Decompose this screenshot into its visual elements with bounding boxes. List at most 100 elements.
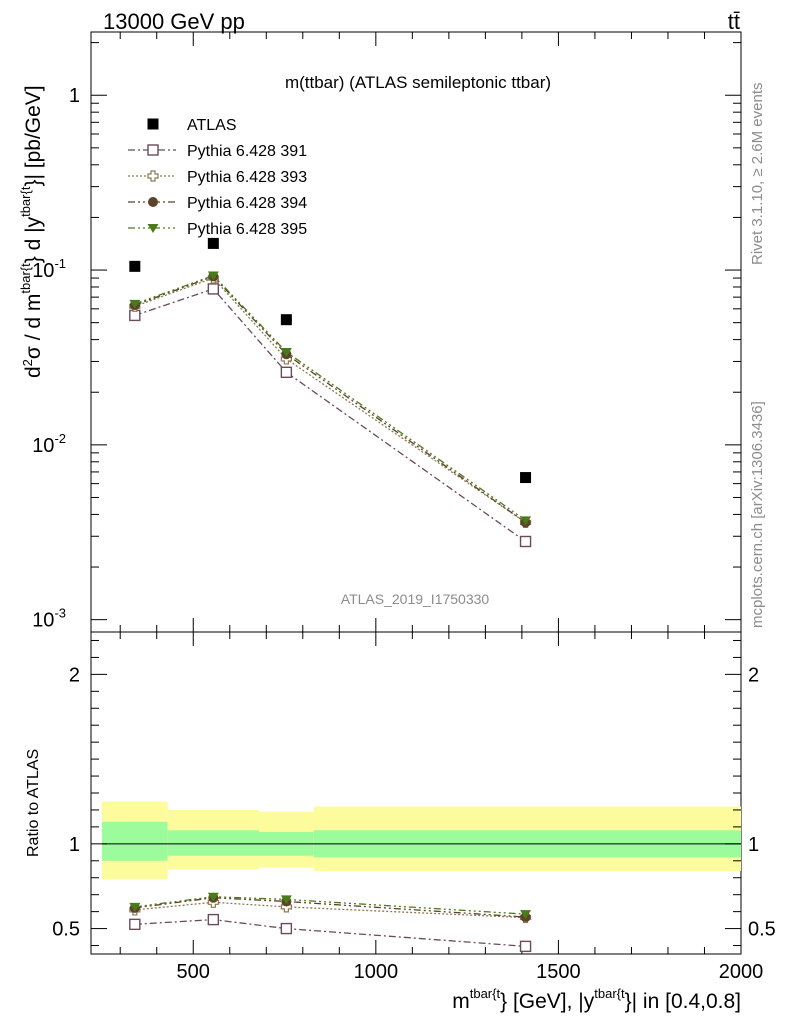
main-y-axis-label-d: d	[22, 366, 45, 378]
y-tick-label: 10-2	[32, 431, 66, 457]
data-point	[280, 347, 292, 357]
ratio-data-point	[129, 918, 141, 931]
series-3	[129, 271, 531, 528]
legend-marker	[147, 170, 159, 182]
data-point	[129, 299, 141, 309]
ratio-data-point	[519, 940, 532, 953]
main-y-axis-label: d2σ / d mtbar{t} d |ytbar{t}| [pb/GeV]	[18, 85, 45, 378]
ratio-data-point	[280, 922, 293, 935]
series-0	[129, 237, 532, 484]
y-tick-label-exponent: -1	[54, 256, 66, 271]
x-tick-label: 1000	[354, 961, 399, 983]
legend-marker	[147, 118, 159, 130]
main-y-axis-label-sup-y: tbar{t	[18, 186, 33, 217]
y-tick-label-exponent: -3	[54, 606, 66, 621]
ratio-series-group	[129, 892, 532, 953]
data-point	[207, 237, 219, 249]
x-axis-label-sup-m: tbar{t	[470, 986, 501, 1001]
ratio-uncertainty-bands	[101, 801, 741, 880]
data-point	[207, 271, 219, 281]
data-point	[207, 283, 220, 295]
legend-entry: Pythia 6.428 395	[128, 221, 307, 238]
series-2	[129, 272, 532, 529]
ratio-data-point	[129, 902, 141, 912]
ratio-y-tick-label-right: 0.5	[748, 919, 776, 941]
y-tick-label: 10-1	[32, 256, 66, 282]
x-axis-label-tail: }| in [0.4,0.8]	[625, 990, 741, 1013]
ratio-y-tick-label-left: 0.5	[52, 919, 80, 941]
data-point	[280, 314, 292, 326]
data-point	[520, 516, 532, 526]
main-y-axis-label-tail: }| [pb/GeV]	[22, 85, 45, 186]
ratio-data-point	[207, 892, 219, 902]
ratio-series-line	[134, 896, 526, 915]
ratio-band-inner	[101, 821, 168, 861]
ratio-band-inner	[167, 830, 259, 856]
legend-marker	[147, 224, 159, 233]
y-tick-label-exponent: -2	[54, 431, 66, 446]
main-series-group	[129, 237, 532, 548]
legend-marker	[148, 197, 158, 207]
legend-marker	[147, 144, 159, 156]
ratio-data-point	[207, 913, 220, 926]
ratio-series-line	[134, 897, 526, 918]
legend: ATLAS Pythia 6.428 391 Pythia 6.428 393 Pyt…	[128, 117, 307, 238]
ratio-y-tick-label-right: 2	[748, 664, 759, 686]
legend-entry: Pythia 6.428 394	[128, 195, 307, 212]
mcplots-label: mcplots.cern.ch [arXiv:1306.3436]	[749, 401, 766, 628]
ratio-series-2	[129, 892, 531, 923]
analysis-watermark: ATLAS_2019_I1750330	[341, 591, 490, 607]
x-axis-label-m: m	[452, 990, 470, 1013]
main-y-axis-label-mid: } d |y	[22, 216, 45, 263]
ratio-y-tick-label-left: 1	[69, 834, 80, 856]
legend-label: Pythia 6.428 391	[187, 143, 307, 160]
main-y-axis-label-sup-m: tbar{t	[18, 263, 33, 294]
legend-entry: Pythia 6.428 393	[128, 169, 307, 186]
legend-label: Pythia 6.428 395	[187, 221, 307, 238]
y-tick-label-base: 10	[32, 260, 54, 282]
legend-label: ATLAS	[187, 117, 237, 134]
series-line	[134, 275, 526, 523]
ratio-y-tick-label-right: 1	[748, 834, 759, 856]
energy-label: 13000 GeV pp	[103, 9, 245, 34]
y-tick-label: 10-3	[32, 606, 66, 632]
ratio-axis-ticks: 500 1000 1500 2000 0.5 0.5 1 1 2 2	[52, 632, 776, 983]
legend-label: Pythia 6.428 394	[187, 195, 307, 212]
legend-label: Pythia 6.428 393	[187, 169, 307, 186]
data-point	[520, 472, 532, 484]
data-point	[519, 535, 532, 548]
x-tick-label: 500	[177, 961, 210, 983]
series-1	[129, 283, 532, 548]
series-4	[129, 271, 532, 526]
series-line	[134, 274, 526, 521]
x-axis-label-sup-y: tbar{t	[594, 986, 625, 1001]
legend-entry: Pythia 6.428 391	[128, 143, 307, 160]
ratio-series-3	[129, 892, 532, 920]
y-tick-label-base: 10	[32, 610, 54, 632]
ratio-plot-frame	[90, 631, 742, 955]
ratio-data-point	[520, 910, 532, 920]
ratio-series-0	[129, 913, 532, 953]
y-tick-label: 1	[69, 85, 80, 107]
x-axis-label-mid: } [GeV], |y	[500, 990, 595, 1013]
main-y-axis-label-sup2: 2	[20, 359, 35, 366]
x-axis-label: mtbar{t} [GeV], |ytbar{t}| in [0.4,0.8]	[452, 986, 741, 1013]
ratio-series-line	[134, 918, 526, 948]
series-line	[134, 277, 526, 523]
rivet-label: Rivet 3.1.10, ≥ 2.6M events	[749, 83, 766, 266]
ratio-y-tick-label-left: 2	[69, 664, 80, 686]
data-point	[129, 260, 141, 272]
y-tick-label-base: 1	[69, 85, 80, 107]
series-line	[134, 288, 526, 543]
x-tick-label: 2000	[719, 961, 764, 983]
ratio-data-point	[280, 895, 292, 905]
plot-title: m(ttbar) (ATLAS semileptonic ttbar)	[285, 73, 551, 92]
main-y-axis-label-sigma: σ / d m	[22, 294, 45, 359]
main-axis-ticks: 10-310-210-11	[32, 32, 742, 632]
y-tick-label-base: 10	[32, 435, 54, 457]
x-tick-label: 1500	[536, 961, 581, 983]
ratio-y-axis-label: Ratio to ATLAS	[25, 749, 42, 857]
data-point	[280, 366, 293, 379]
legend-entry: ATLAS	[147, 117, 237, 134]
